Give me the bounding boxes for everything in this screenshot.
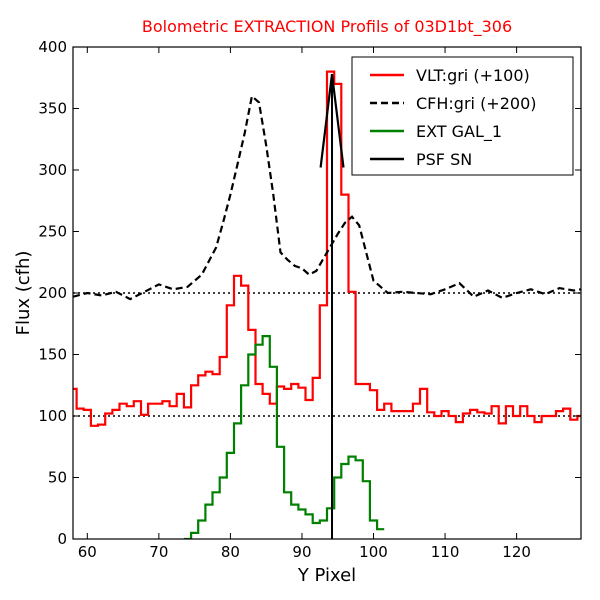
- legend-label-ext-gal-1: EXT GAL_1: [416, 122, 502, 142]
- x-tick-label: 110: [431, 543, 460, 561]
- x-tick-label: 60: [78, 543, 97, 561]
- x-axis-label: Y Pixel: [297, 565, 356, 586]
- y-tick-label: 400: [38, 38, 67, 56]
- y-tick-label: 250: [38, 223, 67, 241]
- y-tick-label: 150: [38, 346, 67, 364]
- legend: VLT:gri (+100) CFH:gri (+200) EXT GAL_1 PSF…: [351, 56, 574, 176]
- y-tick-label: 200: [38, 284, 67, 302]
- x-tick-label: 100: [359, 543, 388, 561]
- x-tick-label: 80: [221, 543, 240, 561]
- legend-label-cfh-gri-200: CFH:gri (+200): [416, 94, 537, 113]
- axis-ticks: 60 70 80 90 100 110 120 0 50 100 150 200 250 300 350 40…: [38, 38, 581, 561]
- y-tick-label: 350: [38, 100, 67, 118]
- plot-area: [73, 70, 581, 539]
- y-tick-label: 0: [57, 530, 67, 548]
- series-vlt-gri-100: [73, 70, 581, 427]
- chart-title: Bolometric EXTRACTION Profils of 03D1bt_…: [142, 17, 512, 37]
- legend-label-psf-sn: PSF SN: [416, 150, 472, 169]
- plot-content: [73, 70, 581, 539]
- series-cfh-gri-200: [73, 94, 581, 301]
- y-tick-label: 300: [38, 161, 67, 179]
- series-ext-gal-1: [183, 335, 385, 539]
- x-tick-label: 120: [502, 543, 531, 561]
- y-axis-label: Flux (cfh): [13, 251, 34, 336]
- legend-box: [351, 56, 574, 176]
- y-tick-label: 100: [38, 407, 67, 425]
- y-tick-label: 50: [48, 469, 67, 487]
- legend-label-vlt-gri-100: VLT:gri (+100): [416, 66, 530, 85]
- x-tick-label: 90: [292, 543, 311, 561]
- x-tick-label: 70: [149, 543, 168, 561]
